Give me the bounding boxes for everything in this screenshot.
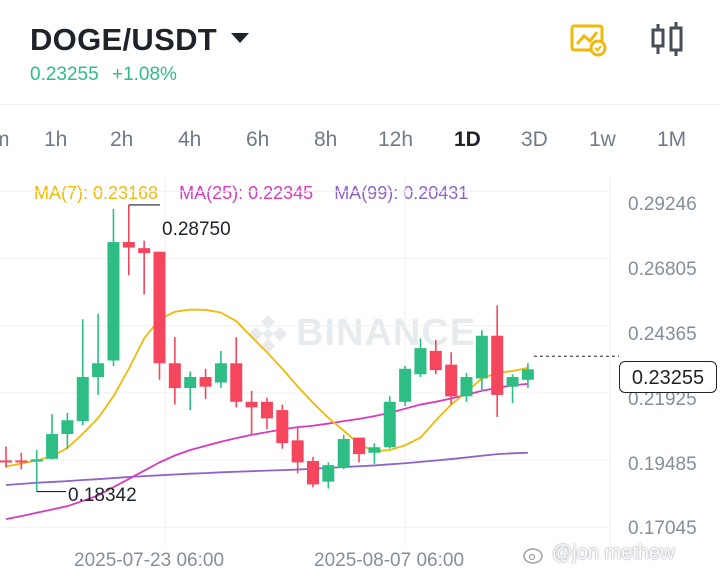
y-axis-tick-label: 0.21925 xyxy=(628,389,697,410)
caret-down-icon xyxy=(231,33,249,43)
tab-2h[interactable]: 2h xyxy=(110,128,134,151)
pair-name: DOGE/USDT xyxy=(30,22,217,57)
candle-down xyxy=(122,242,135,248)
candle-down xyxy=(168,363,181,389)
tab-1m[interactable]: 1M xyxy=(657,128,687,151)
candle-up xyxy=(92,363,105,378)
candle-up xyxy=(521,369,534,380)
candle-up xyxy=(322,465,335,482)
candle-up xyxy=(184,377,197,389)
candle-down xyxy=(199,377,212,387)
weibo-icon xyxy=(523,547,543,564)
candlestick-icon[interactable] xyxy=(647,20,687,60)
y-axis-tick-label: 0.26805 xyxy=(628,259,697,280)
candle-down xyxy=(245,401,258,408)
candle-down xyxy=(276,410,289,444)
change-percent: +1.08% xyxy=(111,64,177,85)
binance-watermark: BINANCE xyxy=(248,312,476,355)
candle-up xyxy=(76,377,89,422)
candle-up xyxy=(399,368,412,402)
candle-down xyxy=(429,350,442,371)
current-price-tag: 0.23255 xyxy=(619,361,717,393)
credit-text: @jon methew xyxy=(552,542,675,564)
tab-m[interactable]: m xyxy=(0,128,10,151)
header: DOGE/USDT 0.23255 +1.08% xyxy=(0,0,720,100)
price-summary: 0.23255 +1.08% xyxy=(30,64,177,86)
timeframe-tabs: m 1h 2h 4h 6h 8h 12h 1D 3D 1w 1M xyxy=(0,128,720,164)
y-axis-tick-label: 0.29246 xyxy=(628,194,697,215)
pair-selector[interactable]: DOGE/USDT xyxy=(30,22,249,58)
candle-down xyxy=(353,437,366,455)
candle-down xyxy=(445,364,458,397)
ma25-line xyxy=(5,383,528,520)
high-annotation: 0.28750 xyxy=(162,219,231,240)
candle-up xyxy=(460,377,473,397)
candle-up xyxy=(46,434,59,459)
y-axis-tick-label: 0.17045 xyxy=(628,518,697,539)
chart-settings-icon[interactable] xyxy=(569,20,609,60)
candle-down xyxy=(138,248,151,254)
y-axis-tick-label: 0.19485 xyxy=(628,454,697,475)
ma7-line xyxy=(5,308,529,468)
candle-up xyxy=(414,348,427,375)
ma7-label: MA(7): 0.23168 xyxy=(34,183,159,203)
candle-down xyxy=(153,251,166,364)
candle-down xyxy=(15,460,28,463)
candle-down xyxy=(491,335,504,395)
tab-1h[interactable]: 1h xyxy=(44,128,68,151)
candle-up xyxy=(61,420,74,435)
y-axis-tick-label: 0.24365 xyxy=(628,324,697,345)
candle-up xyxy=(30,459,43,462)
candle-up xyxy=(506,377,519,387)
ma99-label: MA(99): 0.20431 xyxy=(334,183,469,203)
candle-up xyxy=(214,363,227,383)
tab-4h[interactable]: 4h xyxy=(178,128,202,151)
tab-1d[interactable]: 1D xyxy=(454,128,481,151)
ma99-line xyxy=(5,451,528,486)
header-divider xyxy=(0,104,720,105)
watermark-text: BINANCE xyxy=(296,312,477,354)
author-credit: @jon methew xyxy=(522,542,675,565)
candle-up xyxy=(368,447,381,453)
candle-down xyxy=(230,363,243,402)
candle-up xyxy=(475,335,488,379)
ma25-label: MA(25): 0.22345 xyxy=(179,183,314,203)
candle-up xyxy=(337,438,350,468)
ma-legend: MA(7): 0.23168 MA(25): 0.22345 MA(99): 0… xyxy=(34,183,484,204)
tab-6h[interactable]: 6h xyxy=(246,128,270,151)
low-annotation: 0.18342 xyxy=(68,485,137,506)
candle-down xyxy=(307,461,319,485)
tab-12h[interactable]: 12h xyxy=(378,128,414,151)
x-axis-label-1: 2025-07-23 06:00 xyxy=(74,550,225,571)
candle-down xyxy=(291,440,304,463)
tab-1w[interactable]: 1w xyxy=(589,128,616,151)
candle-up xyxy=(383,401,396,448)
tab-8h[interactable]: 8h xyxy=(314,128,338,151)
candle-down xyxy=(0,460,12,463)
candle-down xyxy=(260,401,273,419)
tab-3d[interactable]: 3D xyxy=(521,128,548,151)
candle-up xyxy=(107,242,120,361)
last-price: 0.23255 xyxy=(30,64,99,85)
x-axis-label-2: 2025-08-07 06:00 xyxy=(314,550,465,571)
